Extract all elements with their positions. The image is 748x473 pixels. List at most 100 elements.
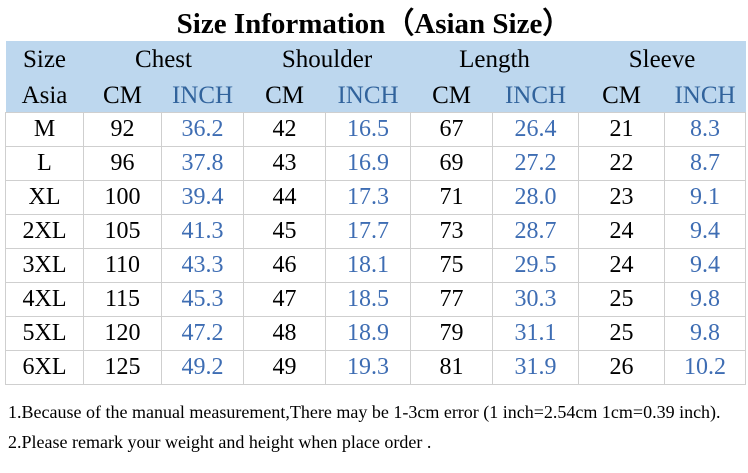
cm-value-cell: 25: [578, 316, 666, 351]
size-label-cell: 5XL: [5, 316, 84, 351]
size-row: 4XL 115 45.3 47 18.5 77 30.3 25 9.8: [5, 282, 747, 317]
cm-value-cell: 24: [578, 248, 666, 283]
unit-header-row: Asia CM INCH CM INCH CM INCH CM INCH: [5, 79, 746, 113]
note-line-1: 1.Because of the manual measurement,Ther…: [8, 402, 721, 422]
size-row: 5XL 120 47.2 48 18.9 79 31.1 25 9.8: [5, 316, 747, 351]
shoulder-group-header: Shoulder: [243, 41, 411, 79]
cm-value-cell: 25: [578, 282, 666, 317]
inch-value-cell: 41.3: [160, 214, 245, 249]
inch-value-cell: 49.2: [160, 350, 245, 385]
cm-value-cell: 26: [578, 350, 666, 385]
inch-value-cell: 17.7: [325, 214, 412, 249]
cm-value-cell: 73: [410, 214, 494, 249]
inch-value-cell: 9.4: [664, 214, 747, 249]
inch-value-cell: 37.8: [160, 146, 245, 181]
length-cm-header: CM: [410, 79, 493, 113]
note-line-2: 2.Please remark your weight and height w…: [8, 432, 432, 452]
cm-value-cell: 44: [243, 180, 327, 215]
inch-value-cell: 16.5: [325, 112, 412, 147]
cm-value-cell: 43: [243, 146, 327, 181]
cm-value-cell: 105: [83, 214, 162, 249]
inch-value-cell: 18.1: [325, 248, 412, 283]
inch-value-cell: 9.1: [664, 180, 747, 215]
size-label-cell: 3XL: [5, 248, 84, 283]
length-group-header: Length: [410, 41, 579, 79]
inch-value-cell: 17.3: [325, 180, 412, 215]
sleeve-group-header: Sleeve: [578, 41, 746, 79]
size-label-cell: 6XL: [5, 350, 84, 385]
cm-value-cell: 96: [83, 146, 162, 181]
cm-value-cell: 125: [83, 350, 162, 385]
cm-value-cell: 75: [410, 248, 494, 283]
inch-value-cell: 18.5: [325, 282, 412, 317]
inch-value-cell: 9.8: [664, 316, 747, 351]
inch-value-cell: 10.2: [664, 350, 747, 385]
cm-value-cell: 100: [83, 180, 162, 215]
cm-value-cell: 24: [578, 214, 666, 249]
inch-value-cell: 31.9: [492, 350, 580, 385]
inch-value-cell: 47.2: [160, 316, 245, 351]
cm-value-cell: 45: [243, 214, 327, 249]
sleeve-cm-header: CM: [578, 79, 665, 113]
inch-value-cell: 28.7: [492, 214, 580, 249]
size-row: L 96 37.8 43 16.9 69 27.2 22 8.7: [5, 146, 747, 181]
page-title: Size Information（Asian Size）: [176, 7, 572, 40]
cm-value-cell: 42: [243, 112, 327, 147]
sleeve-inch-header: INCH: [664, 79, 746, 113]
inch-value-cell: 8.7: [664, 146, 747, 181]
cm-value-cell: 22: [578, 146, 666, 181]
cm-value-cell: 71: [410, 180, 494, 215]
size-row: 3XL 110 43.3 46 18.1 75 29.5 24 9.4: [5, 248, 747, 283]
size-label-cell: 4XL: [5, 282, 84, 317]
cm-value-cell: 110: [83, 248, 162, 283]
size-label-cell: L: [5, 146, 84, 181]
cm-value-cell: 49: [243, 350, 327, 385]
cm-value-cell: 120: [83, 316, 162, 351]
size-table-body: M 92 36.2 42 16.5 67 26.4 21 8.3 L 96 37.8 43 16.9 69 2…: [5, 112, 747, 385]
inch-value-cell: 31.1: [492, 316, 580, 351]
inch-value-cell: 9.4: [664, 248, 747, 283]
size-label-cell: 2XL: [5, 214, 84, 249]
cm-value-cell: 67: [410, 112, 494, 147]
chest-inch-header: INCH: [161, 79, 244, 113]
size-column-header: Size: [5, 41, 84, 79]
inch-value-cell: 16.9: [325, 146, 412, 181]
cm-value-cell: 48: [243, 316, 327, 351]
inch-value-cell: 43.3: [160, 248, 245, 283]
cm-value-cell: 79: [410, 316, 494, 351]
group-header-row: Size Chest Shoulder Length Sleeve: [5, 41, 746, 79]
chest-cm-header: CM: [83, 79, 162, 113]
cm-value-cell: 21: [578, 112, 666, 147]
size-row: 2XL 105 41.3 45 17.7 73 28.7 24 9.4: [5, 214, 747, 249]
cm-value-cell: 81: [410, 350, 494, 385]
size-table: Size Chest Shoulder Length Sleeve Asia C…: [5, 41, 747, 385]
inch-value-cell: 39.4: [160, 180, 245, 215]
inch-value-cell: 28.0: [492, 180, 580, 215]
inch-value-cell: 30.3: [492, 282, 580, 317]
size-label-cell: M: [5, 112, 84, 147]
inch-value-cell: 18.9: [325, 316, 412, 351]
inch-value-cell: 45.3: [160, 282, 245, 317]
shoulder-inch-header: INCH: [325, 79, 411, 113]
inch-value-cell: 36.2: [160, 112, 245, 147]
inch-value-cell: 8.3: [664, 112, 747, 147]
inch-value-cell: 19.3: [325, 350, 412, 385]
inch-value-cell: 29.5: [492, 248, 580, 283]
cm-value-cell: 77: [410, 282, 494, 317]
cm-value-cell: 23: [578, 180, 666, 215]
size-row: M 92 36.2 42 16.5 67 26.4 21 8.3: [5, 112, 747, 147]
cm-value-cell: 46: [243, 248, 327, 283]
chest-group-header: Chest: [83, 41, 244, 79]
measurement-notes: 1.Because of the manual measurement,Ther…: [8, 397, 746, 457]
size-row: 6XL 125 49.2 49 19.3 81 31.9 26 10.2: [5, 350, 747, 385]
cm-value-cell: 69: [410, 146, 494, 181]
size-label-cell: XL: [5, 180, 84, 215]
cm-value-cell: 92: [83, 112, 162, 147]
size-row: XL 100 39.4 44 17.3 71 28.0 23 9.1: [5, 180, 747, 215]
inch-value-cell: 26.4: [492, 112, 580, 147]
cm-value-cell: 47: [243, 282, 327, 317]
cm-value-cell: 115: [83, 282, 162, 317]
asia-subheader: Asia: [5, 79, 84, 113]
shoulder-cm-header: CM: [243, 79, 326, 113]
